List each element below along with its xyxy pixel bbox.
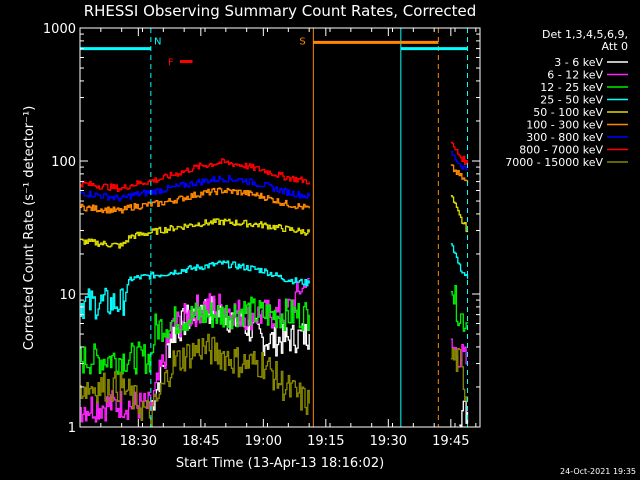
series-line-3 — [450, 243, 469, 279]
series-line-5 — [450, 164, 469, 184]
legend-label: 50 - 100 keV — [533, 106, 603, 119]
chart-title: RHESSI Observing Summary Count Rates, Co… — [84, 2, 477, 20]
series-line-6 — [80, 175, 310, 202]
series-line-2 — [80, 296, 310, 375]
series-line-0 — [459, 400, 469, 427]
legend-label: 12 - 25 keV — [540, 81, 603, 94]
legend-header: Att 0 — [602, 40, 628, 53]
plot-frame — [79, 27, 481, 428]
x-tick-label: 19:15 — [307, 434, 344, 449]
axes-ticks: 18:30 18:45 19:00 19:15 19:30 19:45 1 10 100 1000 — [43, 22, 480, 449]
y-tick-label: 1000 — [43, 22, 76, 37]
x-tick-label: 18:30 — [120, 434, 157, 449]
series-line-6 — [450, 150, 469, 171]
x-tick-label: 19:00 — [245, 434, 282, 449]
series-line-7 — [450, 141, 469, 165]
series-line-8 — [450, 347, 469, 402]
series-line-4 — [450, 195, 469, 233]
legend-label: 3 - 6 keV — [554, 56, 603, 69]
annotation-label: S — [299, 36, 305, 47]
series-line-1 — [80, 278, 310, 423]
series-line-2 — [450, 284, 469, 332]
y-tick-label: 10 — [59, 288, 76, 303]
series-line-8 — [80, 333, 310, 427]
footer-date: 24-Oct-2021 19:35 — [560, 467, 636, 476]
y-axis-label: Corrected Count Rate (s⁻¹ detector⁻¹) — [22, 106, 37, 351]
annotation-label: F — [168, 57, 174, 68]
annotation-label: N — [154, 37, 161, 48]
x-tick-label: 19:45 — [432, 434, 469, 449]
y-tick-label: 100 — [51, 155, 76, 170]
legend-label: 7000 - 15000 keV — [505, 156, 603, 169]
series-line-3 — [80, 260, 310, 320]
series-line-4 — [80, 218, 310, 249]
legend-label: 300 - 800 keV — [526, 131, 603, 144]
series-layer — [80, 141, 469, 427]
legend-label: 800 - 7000 keV — [519, 144, 603, 157]
legend-label: 25 - 50 keV — [540, 94, 603, 107]
y-tick-label: 1 — [68, 421, 76, 436]
legend-header: Det 1,3,4,5,6,9, — [542, 28, 628, 41]
legend-label: 100 - 300 keV — [526, 119, 603, 132]
annotation-layer: NF S — [80, 28, 468, 427]
x-tick-label: 19:30 — [370, 434, 407, 449]
legend-label: 6 - 12 keV — [547, 69, 603, 82]
x-axis-label: Start Time (13-Apr-13 18:16:02) — [176, 456, 384, 471]
x-tick-label: 18:45 — [182, 434, 219, 449]
series-line-5 — [80, 187, 310, 214]
series-line-7 — [80, 158, 310, 193]
